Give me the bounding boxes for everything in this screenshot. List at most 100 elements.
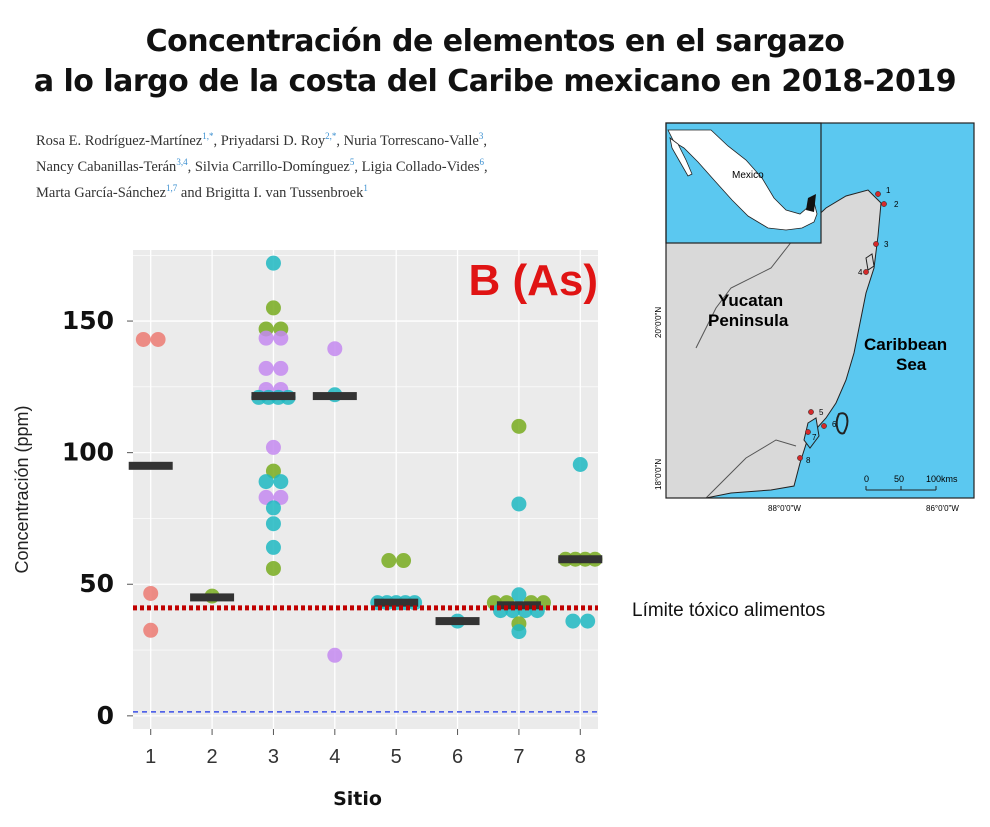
- data-point: [258, 330, 274, 346]
- data-point: [135, 331, 151, 347]
- data-point: [273, 330, 289, 346]
- map-site-label: 3: [884, 240, 889, 249]
- median-bar: [312, 392, 357, 401]
- data-point: [511, 496, 527, 512]
- x-tick-label: 7: [513, 746, 524, 768]
- panel-label: B (As): [468, 256, 598, 305]
- data-point: [511, 418, 527, 434]
- data-point: [273, 474, 289, 490]
- cozumel-island: [865, 253, 875, 271]
- x-tick-label: 2: [207, 746, 218, 768]
- data-point: [511, 587, 527, 603]
- author-name: Rosa E. Rodríguez-Martínez: [36, 132, 203, 149]
- y-tick-label: 100: [62, 438, 114, 467]
- sea-label-line-2: Sea: [896, 355, 927, 374]
- map-site-label: 7: [812, 433, 817, 442]
- map-site-label: 4: [858, 268, 863, 277]
- inset-label-mexico: Mexico: [732, 170, 764, 181]
- author-name: Nuria Torrescano-Valle: [343, 132, 479, 149]
- author-affiliation: 1,7: [166, 182, 178, 193]
- map-site-label: 8: [806, 456, 811, 465]
- x-tick-label: 6: [452, 746, 463, 768]
- chinchorro-reef: [835, 412, 849, 435]
- y-tick-label: 50: [79, 569, 114, 598]
- data-point: [572, 456, 588, 472]
- median-bar: [251, 392, 296, 401]
- author-affiliation: 1,*: [202, 131, 214, 141]
- x-axis-label: Sitio: [333, 788, 382, 810]
- bay-outline: [803, 417, 820, 449]
- data-point: [265, 439, 281, 455]
- y-tick-label: 150: [62, 306, 114, 335]
- map-site-label: 2: [894, 200, 899, 209]
- inset-mexico-landmass: [667, 129, 818, 231]
- map-site-dot: [875, 191, 881, 197]
- data-point: [273, 489, 289, 505]
- data-point: [381, 553, 397, 569]
- data-point: [265, 255, 281, 271]
- data-point: [258, 489, 274, 505]
- data-point: [511, 624, 527, 640]
- author-affiliation: 5: [349, 156, 355, 167]
- data-point: [327, 341, 343, 357]
- median-bar: [496, 601, 541, 610]
- x-tick-label: 8: [575, 746, 586, 768]
- map-site-label: 5: [819, 408, 824, 417]
- data-point: [258, 474, 274, 490]
- map-site-dot: [881, 201, 887, 207]
- scale-bar: [865, 486, 937, 491]
- scale-label-0: 0: [864, 474, 869, 484]
- author-name: Marta García-Sánchez: [36, 184, 167, 201]
- map-site-label: 6: [832, 420, 837, 429]
- title-line-2: a lo largo de la costa del Caribe mexica…: [33, 64, 957, 99]
- author-affiliation: 3: [478, 131, 484, 141]
- latitude-label-20n: 20°0'0"N: [654, 307, 663, 338]
- author-list: Rosa E. Rodríguez-Martínez1,*, Priyadars…: [36, 131, 488, 201]
- site-map: Mexico Yucatan Peninsula Caribbean Sea 2…: [654, 122, 975, 513]
- plot-panel: [133, 250, 598, 729]
- median-bar: [374, 598, 419, 607]
- peninsula-label-line-2: Peninsula: [708, 311, 789, 330]
- map-site-dot: [821, 423, 827, 429]
- data-point: [565, 613, 581, 629]
- map-site-dot: [805, 429, 811, 435]
- data-point: [150, 331, 166, 347]
- map-site-dot: [797, 455, 803, 461]
- x-tick-labels: 1 2 3 4 5 6 7 8: [145, 729, 586, 768]
- data-point: [265, 300, 281, 316]
- median-bar: [128, 461, 173, 470]
- author-name: Silvia Carrillo-Domínguez: [194, 158, 350, 175]
- x-tick-label: 4: [329, 746, 340, 768]
- title-line-1: Concentración de elementos en el sargazo: [145, 24, 845, 59]
- map-site-dot: [863, 269, 869, 275]
- scale-label-50: 50: [894, 474, 904, 484]
- median-bar: [435, 617, 480, 626]
- data-point: [143, 622, 159, 638]
- author-name: Brigitta I. van Tussenbroek: [205, 184, 364, 201]
- data-point: [265, 516, 281, 532]
- map-site-dot: [873, 241, 879, 247]
- inset-baja: [669, 137, 693, 177]
- border-line: [695, 235, 797, 499]
- data-point: [273, 360, 289, 376]
- map-frame: [665, 122, 975, 499]
- data-point: [143, 585, 159, 601]
- median-bars: [128, 392, 603, 626]
- y-tick-label: 0: [97, 701, 114, 730]
- sea-label-line-1: Caribbean: [864, 335, 947, 354]
- author-name: Ligia Collado-Vides: [361, 158, 480, 175]
- toxic-limit-label: Límite tóxico alimentos: [632, 600, 826, 621]
- author-affiliation: 3,4: [176, 156, 188, 167]
- author-name: Nancy Cabanillas-Terán: [36, 158, 177, 175]
- author-affiliation: 6: [479, 156, 485, 167]
- data-point: [265, 463, 281, 479]
- inset-highlight: [806, 194, 816, 212]
- scale-label-100: 100kms: [926, 474, 958, 484]
- data-point: [265, 560, 281, 576]
- median-bar: [190, 593, 235, 602]
- peninsula-label-line-1: Yucatan: [718, 291, 783, 310]
- data-point: [258, 360, 274, 376]
- map-site-dot: [808, 409, 814, 415]
- x-tick-label: 5: [391, 746, 402, 768]
